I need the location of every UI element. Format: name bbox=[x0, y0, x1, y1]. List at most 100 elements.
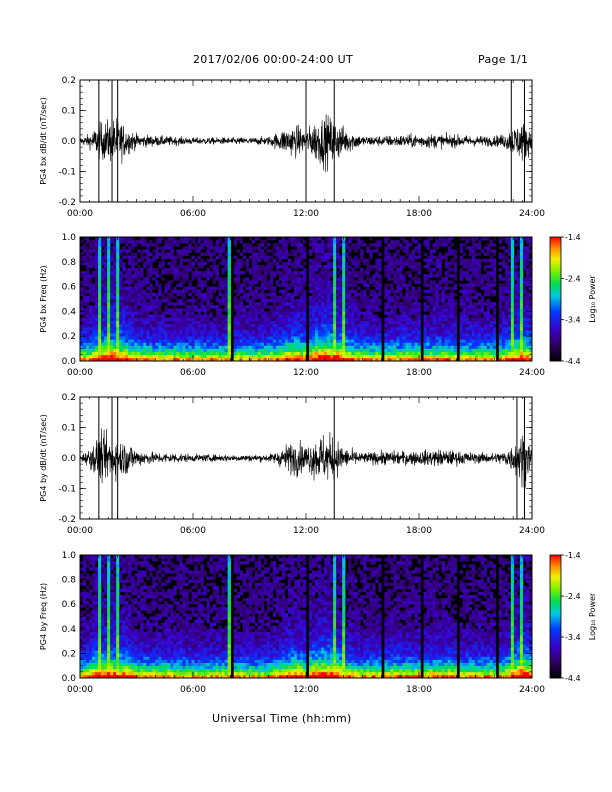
colorbar-segment bbox=[550, 593, 561, 597]
colorbar-segment bbox=[550, 247, 561, 250]
y-tick-label-2-2: 0.0 bbox=[62, 454, 77, 464]
colorbar-segment bbox=[550, 245, 561, 248]
x-tick-label-1-2: 12:00 bbox=[293, 368, 319, 378]
colorbar-segment bbox=[550, 641, 561, 644]
colorbar-segment bbox=[550, 634, 561, 638]
colorbar-segment bbox=[550, 637, 561, 640]
x-tick-label-1-1: 06:00 bbox=[180, 368, 206, 378]
y-tick-label-0-1: 0.1 bbox=[62, 107, 76, 117]
colorbar-segment bbox=[550, 667, 561, 671]
colorbar-segment bbox=[550, 255, 561, 259]
plot-frame-0 bbox=[79, 79, 533, 203]
colorbar-segment bbox=[550, 618, 561, 621]
colorbar-segment bbox=[550, 261, 561, 265]
colorbar-segment bbox=[550, 265, 561, 269]
colorbar-segment bbox=[550, 286, 561, 290]
colorbar-segment bbox=[550, 296, 561, 300]
colorbar-segment bbox=[550, 565, 561, 568]
colorbar-segment bbox=[550, 575, 561, 578]
y-tick-label-1-4: 0.2 bbox=[62, 332, 76, 342]
colorbar-segment bbox=[550, 628, 561, 632]
x-tick-label-0-3: 18:00 bbox=[406, 209, 432, 219]
x-tick-label-1-0: 00:00 bbox=[67, 368, 93, 378]
y-tick-label-3-4: 0.2 bbox=[62, 649, 76, 659]
colorbar-segment bbox=[550, 673, 561, 677]
colorbar-segment bbox=[550, 671, 561, 675]
colorbar-segment bbox=[550, 241, 561, 244]
x-tick-label-2-1: 06:00 bbox=[180, 526, 206, 536]
colorbar-segment bbox=[550, 303, 561, 306]
colorbar-segment bbox=[550, 577, 561, 580]
colorbar-segment bbox=[550, 665, 561, 669]
colorbar-segment bbox=[550, 317, 561, 321]
colorbar-segment bbox=[550, 315, 561, 318]
colorbar-segment bbox=[550, 358, 561, 362]
colorbar-segment bbox=[550, 569, 561, 572]
y-tick-label-1-0: 1.0 bbox=[62, 233, 77, 243]
y-tick-label-3-5: 0.0 bbox=[62, 674, 77, 684]
colorbar-segment bbox=[550, 288, 561, 292]
colorbar-segment bbox=[550, 669, 561, 673]
colorbar-segment bbox=[550, 274, 561, 277]
colorbar-segment bbox=[550, 278, 561, 281]
colorbar-segment bbox=[550, 276, 561, 279]
colorbar-segment bbox=[550, 330, 561, 333]
y-tick-label-1-3: 0.4 bbox=[62, 307, 77, 317]
colorbar-segment bbox=[550, 239, 561, 242]
colorbar-tick-label-1-2: -3.4 bbox=[565, 633, 581, 642]
colorbar-segment bbox=[550, 649, 561, 652]
colorbar-segment bbox=[550, 659, 561, 662]
y-tick-label-0-3: -0.1 bbox=[58, 168, 76, 178]
colorbar-segment bbox=[550, 259, 561, 263]
colorbar-segment bbox=[550, 356, 561, 360]
colorbar-segment bbox=[550, 290, 561, 294]
colorbar-tick-label-0-2: -3.4 bbox=[565, 316, 581, 325]
colorbar-tick-label-0-1: -2.4 bbox=[565, 274, 581, 283]
y-axis-label-2: PG4 by dB/dt (nT/sec) bbox=[39, 414, 48, 501]
y-tick-label-3-0: 1.0 bbox=[62, 551, 77, 561]
x-tick-label-0-0: 00:00 bbox=[67, 209, 93, 219]
colorbar-segment bbox=[550, 571, 561, 574]
plot-frame-1 bbox=[79, 236, 533, 362]
colorbar-segment bbox=[550, 334, 561, 337]
colorbar-segment bbox=[550, 604, 561, 607]
colorbar-segment bbox=[550, 344, 561, 347]
colorbar-segment bbox=[550, 332, 561, 335]
colorbar-segment bbox=[550, 243, 561, 246]
colorbar-segment bbox=[550, 608, 561, 611]
colorbar-segment bbox=[550, 309, 561, 312]
colorbar-segment bbox=[550, 311, 561, 314]
colorbar-tick-label-1-0: -1.4 bbox=[565, 551, 581, 560]
colorbar-segment bbox=[550, 610, 561, 613]
colorbar-segment bbox=[550, 614, 561, 617]
colorbar-segment bbox=[550, 282, 561, 285]
x-tick-label-0-4: 24:00 bbox=[519, 209, 545, 219]
colorbar-segment bbox=[550, 338, 561, 341]
y-tick-label-0-4: -0.2 bbox=[58, 198, 76, 208]
colorbar-segment bbox=[550, 559, 561, 562]
colorbar-frame-0 bbox=[549, 236, 562, 362]
colorbar-segment bbox=[550, 557, 561, 560]
x-tick-label-2-2: 12:00 bbox=[293, 526, 319, 536]
colorbar-segment bbox=[550, 307, 561, 310]
colorbar-segment bbox=[550, 299, 561, 302]
colorbar-segment bbox=[550, 626, 561, 630]
y-tick-label-2-4: -0.2 bbox=[58, 515, 76, 525]
x-tick-label-3-0: 00:00 bbox=[67, 685, 93, 695]
colorbar-segment bbox=[550, 622, 561, 626]
colorbar-segment bbox=[550, 301, 561, 304]
colorbar-segment bbox=[550, 583, 561, 587]
colorbar-segment bbox=[550, 251, 561, 254]
colorbar-label-0: Log₁₀ Power bbox=[588, 275, 597, 323]
y-tick-label-2-1: 0.1 bbox=[62, 424, 76, 434]
x-tick-label-1-3: 18:00 bbox=[406, 368, 432, 378]
colorbar-segment bbox=[550, 567, 561, 570]
colorbar-segment bbox=[550, 675, 561, 679]
figure-title: 2017/02/06 00:00-24:00 UT bbox=[193, 53, 354, 66]
colorbar-segment bbox=[550, 561, 561, 564]
x-tick-label-1-4: 24:00 bbox=[519, 368, 545, 378]
y-tick-label-0-0: 0.2 bbox=[62, 76, 76, 86]
colorbar-segment bbox=[550, 647, 561, 650]
